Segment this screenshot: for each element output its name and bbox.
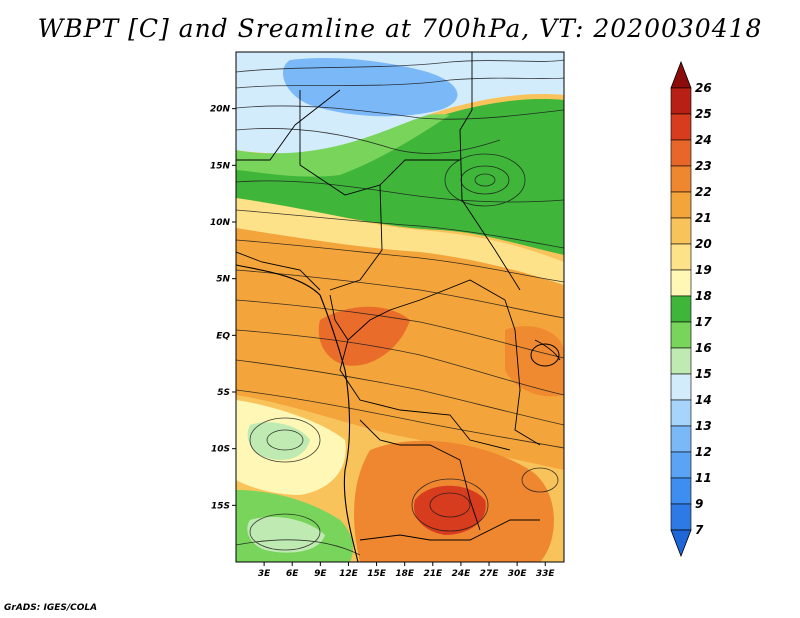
grads-credit: GrADS: IGES/COLA <box>4 603 98 613</box>
lat-tick-label: 5N <box>216 275 230 285</box>
colorbar-label: 9 <box>695 497 703 511</box>
colorbar-label: 20 <box>695 237 712 251</box>
sahel-lightgreen-region <box>236 114 450 177</box>
longitude-axis: 3E 6E 9E 12E 15E 18E 21E 24E 27E 30E 33E <box>258 562 556 579</box>
lat-tick-label: 10N <box>210 218 231 228</box>
colorbar-label: 26 <box>695 81 712 95</box>
colorbar-segment <box>670 191 692 219</box>
map-frame <box>235 51 565 563</box>
colorbar-label: 11 <box>695 471 712 485</box>
lat-tick-label: 20N <box>210 105 231 115</box>
coastline <box>236 264 359 562</box>
lon-tick-label: 6E <box>286 569 299 579</box>
lon-tick-label: 12E <box>339 569 359 579</box>
lat-tick-label: 15S <box>211 501 230 511</box>
central-orange-region <box>236 215 564 470</box>
colorbar-segment <box>670 399 692 427</box>
colorbar-segment <box>670 425 692 453</box>
lat-tick-label: 10S <box>211 445 230 455</box>
southwest-lightgreen-core <box>247 516 325 553</box>
lon-tick-label: 33E <box>536 569 556 579</box>
lat-tick-label: 5S <box>217 388 230 398</box>
colorbar-segment <box>670 217 692 245</box>
colorbar-segment <box>670 139 692 167</box>
colorbar: 7 9 11 12 13 14 15 16 17 18 19 20 21 22 23 24 25 26 <box>670 60 712 558</box>
colorbar-label: 13 <box>695 419 712 433</box>
colorbar-label: 16 <box>695 341 712 355</box>
colorbar-label: 25 <box>695 107 712 121</box>
colorbar-label: 23 <box>695 159 712 173</box>
colorbar-top-arrow <box>670 60 692 89</box>
map-panel <box>236 52 564 562</box>
streamlines <box>236 59 564 556</box>
colorbar-bottom-arrow <box>670 529 692 558</box>
country-borders <box>236 52 561 541</box>
colorbar-segment <box>670 451 692 479</box>
colorbar-label: 12 <box>695 445 712 459</box>
congo-red-region <box>318 306 410 366</box>
colorbar-segment <box>670 477 692 505</box>
latitude-axis: 20N 15N 10N 5N EQ 5S 10S 15S <box>210 105 236 511</box>
southern-red-core <box>414 485 486 535</box>
colorbar-segment <box>670 165 692 193</box>
colorbar-segment <box>670 269 692 297</box>
lon-tick-label: 18E <box>395 569 415 579</box>
lon-tick-label: 9E <box>314 569 327 579</box>
sahel-green-region <box>236 99 564 256</box>
colorbar-segment <box>670 295 692 323</box>
lon-tick-label: 30E <box>508 569 528 579</box>
east-red-region <box>505 326 564 397</box>
north-blue-region <box>282 58 458 117</box>
colorbar-label: 19 <box>695 263 712 277</box>
colorbar-label: 21 <box>695 211 712 225</box>
colorbar-label: 17 <box>695 315 712 329</box>
colorbar-segment <box>670 321 692 349</box>
lon-tick-label: 24E <box>452 569 472 579</box>
map-title: WBPT [C] and Sreamline at 700hPa, VT: 20… <box>37 14 763 43</box>
colorbar-label: 15 <box>695 367 712 381</box>
colorbar-segment <box>670 503 692 531</box>
colorbar-label: 7 <box>695 523 704 537</box>
colorbar-label: 22 <box>695 185 712 199</box>
lon-tick-label: 3E <box>258 569 271 579</box>
colorbar-segment <box>670 347 692 375</box>
colorbar-label: 18 <box>695 289 712 303</box>
lon-tick-label: 21E <box>423 569 443 579</box>
colorbar-segment <box>670 243 692 271</box>
colorbar-segment <box>670 373 692 401</box>
lat-tick-label: 15N <box>210 161 231 171</box>
lon-tick-label: 15E <box>367 569 387 579</box>
lon-tick-label: 27E <box>480 569 500 579</box>
lake-victoria <box>530 343 560 367</box>
colorbar-label: 24 <box>695 133 712 147</box>
colorbar-label: 14 <box>695 393 712 407</box>
lat-tick-label: EQ <box>216 331 230 341</box>
colorbar-segment <box>670 113 692 141</box>
colorbar-segment <box>670 87 692 115</box>
